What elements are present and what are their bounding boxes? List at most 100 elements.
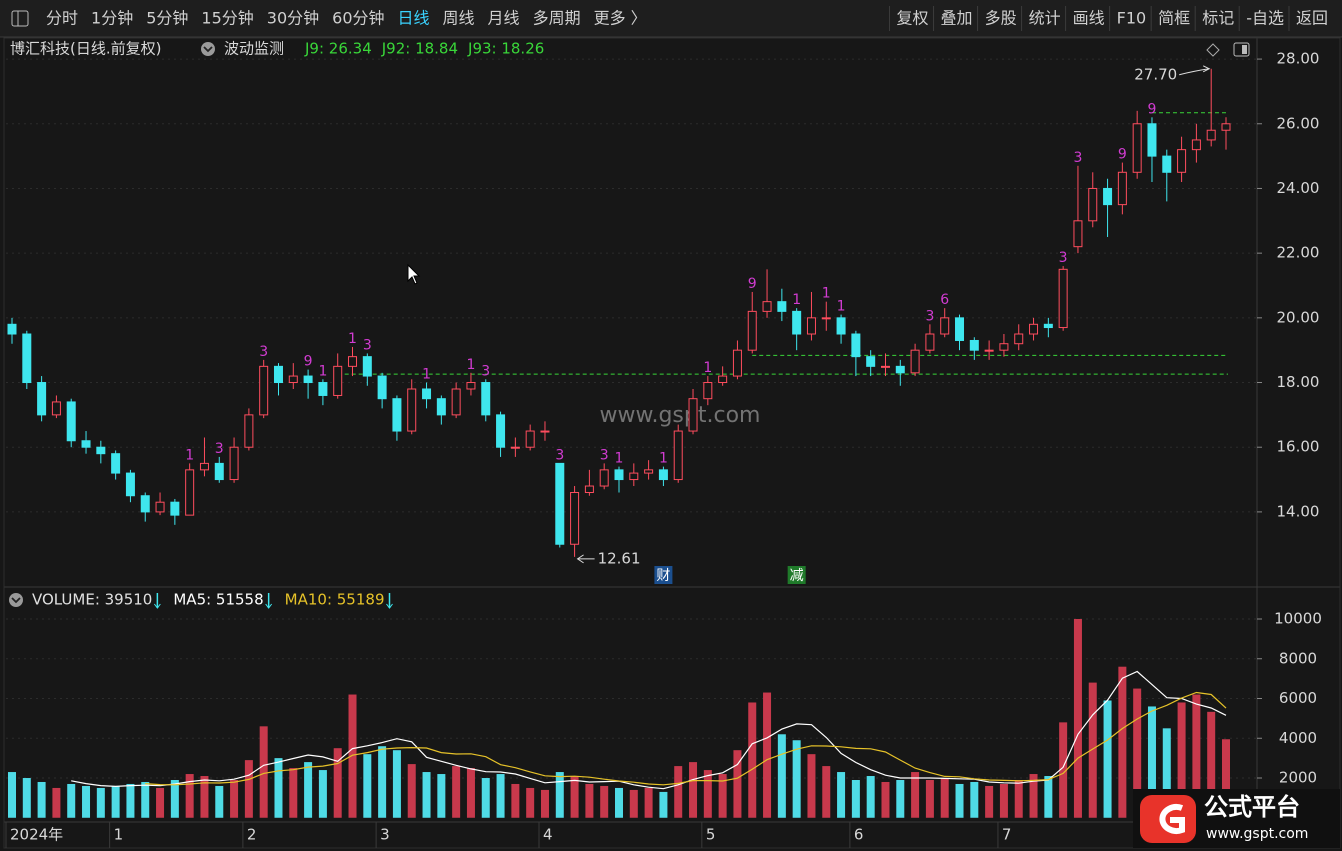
- toolbar-button[interactable]: 复权: [897, 9, 929, 28]
- candle-body: [451, 388, 461, 416]
- panel-icon[interactable]: [1233, 42, 1250, 57]
- candle-body: [614, 469, 624, 481]
- volume-bar: [156, 787, 165, 818]
- toolbar-button[interactable]: 统计: [1029, 9, 1061, 28]
- volume-bar: [126, 783, 135, 818]
- toolbar-tab[interactable]: 15分钟: [201, 9, 253, 28]
- volume-bar: [777, 734, 786, 818]
- volume-bar: [1118, 666, 1127, 818]
- candle-body: [570, 491, 580, 545]
- volume-bar: [466, 768, 475, 818]
- toolbar-tab[interactable]: 30分钟: [267, 9, 319, 28]
- signal-label: 9: [1118, 147, 1127, 163]
- event-badge[interactable]: [654, 566, 673, 584]
- toolbar-tab[interactable]: 60分钟: [332, 9, 384, 28]
- volume-bar: [407, 764, 416, 818]
- candle-body: [1147, 123, 1157, 157]
- toolbar-tab[interactable]: 多周期: [533, 9, 581, 28]
- volume-bar: [955, 783, 964, 818]
- legend-arrow-head: [153, 603, 161, 609]
- legend-entry: MA10: 55189: [285, 591, 385, 609]
- toolbar-button[interactable]: -自选: [1246, 9, 1284, 28]
- diamond-icon[interactable]: [1206, 43, 1220, 57]
- volume-bar: [659, 791, 668, 818]
- toolbar-button[interactable]: 标记: [1202, 9, 1234, 28]
- x-tick-label: 7: [1002, 826, 1012, 844]
- signal-label: 3: [215, 441, 224, 457]
- y-tick-label: 22.00: [1277, 244, 1320, 262]
- volume-bar: [37, 781, 46, 818]
- sidebar-toggle[interactable]: [11, 10, 29, 27]
- candle-body: [866, 356, 876, 367]
- toolbar-tab[interactable]: 月线: [488, 9, 520, 28]
- volume-bar: [1044, 776, 1053, 818]
- candle-body: [1073, 220, 1083, 248]
- toolbar-tab[interactable]: 分时: [46, 9, 78, 28]
- indicator-value: J92: 18.84: [381, 40, 458, 58]
- logo-name: 公式平台: [1204, 793, 1300, 821]
- signal-label: 3: [555, 447, 564, 463]
- toolbar-tab[interactable]: 更多 〉: [594, 9, 647, 28]
- candle-body: [1191, 139, 1201, 151]
- candle-body: [599, 469, 609, 487]
- volume-bar: [1192, 694, 1201, 818]
- volume-bar: [452, 766, 461, 818]
- panel-icon-fill: [1242, 45, 1247, 54]
- candle-body: [792, 310, 802, 335]
- toolbar-button[interactable]: 多股: [985, 9, 1017, 28]
- volume-bar: [629, 789, 638, 818]
- candle-body: [955, 317, 965, 341]
- candle-body: [1162, 155, 1172, 173]
- toolbar-tab[interactable]: 1分钟: [91, 9, 133, 28]
- y-tick-label: 6000: [1279, 689, 1317, 707]
- x-tick-label: 1: [114, 826, 124, 844]
- volume-bar: [1222, 739, 1230, 818]
- logo-url: www.gspt.com: [1206, 826, 1308, 842]
- volume-bar: [22, 778, 31, 818]
- toolbar-button[interactable]: 叠加: [941, 9, 973, 28]
- candle-body: [1117, 171, 1127, 206]
- volume-bars: [8, 618, 1230, 818]
- signal-label: 1: [792, 292, 801, 308]
- toolbar-button[interactable]: 返回: [1296, 9, 1328, 28]
- candle-body: [496, 414, 506, 448]
- volume-menu[interactable]: [9, 593, 23, 607]
- candle-body: [644, 469, 654, 474]
- candle-body: [1206, 129, 1216, 141]
- event-badge[interactable]: [787, 566, 806, 584]
- volume-bar: [585, 783, 594, 818]
- candle-body: [125, 472, 135, 497]
- volume-bar: [807, 754, 816, 818]
- volume-bar: [540, 789, 549, 818]
- candle-body: [1058, 268, 1068, 329]
- toolbar-button[interactable]: 画线: [1073, 9, 1105, 28]
- candle-body: [969, 339, 979, 351]
- candle-body: [422, 388, 432, 400]
- watermark: www.gspt.com: [600, 403, 761, 428]
- toolbar-button[interactable]: F10: [1117, 9, 1147, 28]
- toolbar-tab[interactable]: 日线: [398, 9, 430, 28]
- volume-bar: [82, 785, 91, 818]
- indicator-menu[interactable]: [201, 42, 215, 56]
- candle-body: [851, 333, 861, 358]
- toolbar-tab[interactable]: 5分钟: [146, 9, 188, 28]
- candle-body: [1029, 323, 1039, 335]
- signal-label: 1: [185, 447, 194, 463]
- volume-bar: [881, 781, 890, 818]
- volume-bar: [674, 766, 683, 818]
- candle-body: [140, 495, 150, 513]
- candle-body: [348, 356, 358, 367]
- toolbar-button[interactable]: 简框: [1158, 9, 1190, 28]
- volume-bar: [170, 780, 179, 818]
- candle-body: [37, 382, 47, 416]
- candle-body: [555, 462, 565, 545]
- toolbar-tab[interactable]: 周线: [443, 9, 475, 28]
- volume-bar: [1177, 702, 1186, 818]
- candle-body: [747, 310, 757, 351]
- candle-body: [910, 349, 920, 374]
- candle-body: [732, 349, 742, 377]
- y-tick-label: 18.00: [1277, 373, 1320, 391]
- candle-body: [407, 388, 417, 432]
- indicator-name: 波动监测: [224, 40, 284, 58]
